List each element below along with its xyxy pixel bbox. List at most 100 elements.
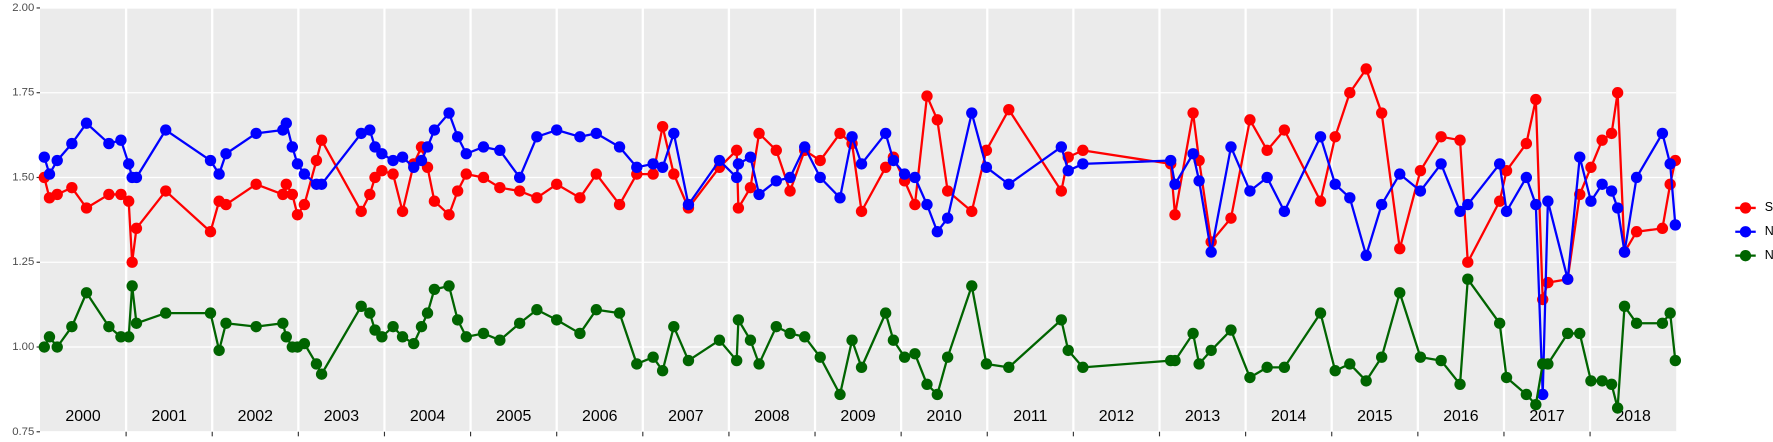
data-point	[966, 280, 978, 292]
data-point	[286, 141, 298, 153]
data-point	[744, 334, 757, 346]
data-point	[38, 341, 50, 353]
data-point	[43, 168, 56, 180]
data-point	[909, 171, 921, 184]
data-point	[887, 154, 900, 167]
data-point	[1205, 344, 1217, 357]
data-point	[531, 131, 543, 143]
data-point	[898, 168, 911, 180]
data-point	[160, 124, 172, 136]
data-point	[753, 188, 765, 201]
data-point	[744, 151, 757, 163]
data-point	[1169, 178, 1181, 190]
data-point	[732, 158, 745, 170]
data-point	[647, 158, 659, 170]
data-point	[531, 192, 543, 204]
data-point	[1261, 144, 1273, 157]
data-point	[1394, 287, 1406, 299]
data-point	[1537, 388, 1549, 401]
data-point	[396, 205, 409, 218]
data-point	[855, 205, 868, 218]
data-point	[1630, 226, 1643, 238]
data-point	[364, 188, 376, 201]
data-point	[770, 175, 782, 187]
data-point	[1187, 327, 1199, 340]
data-point	[355, 127, 367, 140]
data-point	[1360, 375, 1372, 387]
data-point	[921, 378, 933, 390]
data-point	[879, 307, 892, 319]
data-point	[1329, 131, 1341, 143]
data-point	[941, 212, 954, 224]
data-point	[531, 304, 543, 316]
data-point	[1462, 273, 1474, 285]
data-point	[590, 168, 602, 180]
data-point	[280, 178, 292, 190]
data-point	[770, 144, 782, 157]
legend-label: SWIR	[1765, 200, 1773, 214]
data-point	[80, 287, 93, 299]
data-point	[713, 154, 726, 167]
data-point	[1225, 141, 1237, 153]
data-point	[784, 185, 796, 197]
legend-marker	[1739, 226, 1752, 238]
data-point	[931, 114, 944, 126]
data-point	[103, 188, 115, 201]
data-point	[315, 368, 328, 380]
data-point	[1562, 273, 1574, 285]
year-label: 2014	[1271, 408, 1307, 425]
data-point	[879, 127, 892, 140]
data-point	[220, 148, 232, 160]
data-point	[966, 205, 978, 218]
data-point	[656, 365, 669, 377]
data-point	[277, 317, 289, 329]
data-point	[494, 334, 506, 346]
data-point	[1520, 388, 1533, 401]
data-point	[1596, 375, 1608, 387]
year-label: 2003	[324, 408, 360, 425]
data-point	[250, 127, 262, 140]
year-label: 2001	[151, 408, 187, 425]
data-point	[1462, 198, 1474, 211]
data-point	[1414, 165, 1427, 177]
data-point	[668, 127, 680, 140]
legend-label: NDWI	[1765, 248, 1773, 262]
data-point	[551, 178, 563, 190]
data-point	[855, 361, 868, 374]
data-point	[1077, 144, 1089, 157]
data-point	[280, 331, 292, 343]
data-point	[443, 107, 455, 119]
data-point	[814, 154, 826, 167]
data-point	[1278, 205, 1291, 218]
data-point	[160, 307, 172, 319]
data-point	[770, 320, 782, 333]
data-point	[1500, 205, 1513, 218]
data-point	[415, 154, 428, 167]
data-point	[421, 307, 434, 319]
data-point	[784, 171, 796, 184]
data-point	[51, 154, 63, 167]
data-point	[1187, 148, 1199, 160]
data-point	[277, 188, 289, 201]
data-point	[980, 358, 993, 370]
data-point	[753, 127, 765, 140]
data-point	[682, 198, 695, 211]
data-point	[846, 334, 858, 346]
data-point	[1530, 198, 1542, 211]
data-point	[123, 158, 135, 170]
data-point	[415, 320, 428, 333]
data-point	[460, 331, 472, 343]
data-point	[590, 127, 602, 140]
data-point	[126, 256, 138, 268]
year-label: 2007	[668, 408, 704, 425]
data-point	[1344, 192, 1356, 204]
data-point	[1077, 361, 1089, 374]
data-point	[477, 141, 490, 153]
data-point	[574, 192, 586, 204]
data-point	[909, 198, 921, 211]
data-point	[204, 226, 217, 238]
data-point	[1630, 171, 1643, 184]
data-point	[364, 124, 376, 136]
data-point	[43, 331, 56, 343]
data-point	[1225, 212, 1237, 224]
